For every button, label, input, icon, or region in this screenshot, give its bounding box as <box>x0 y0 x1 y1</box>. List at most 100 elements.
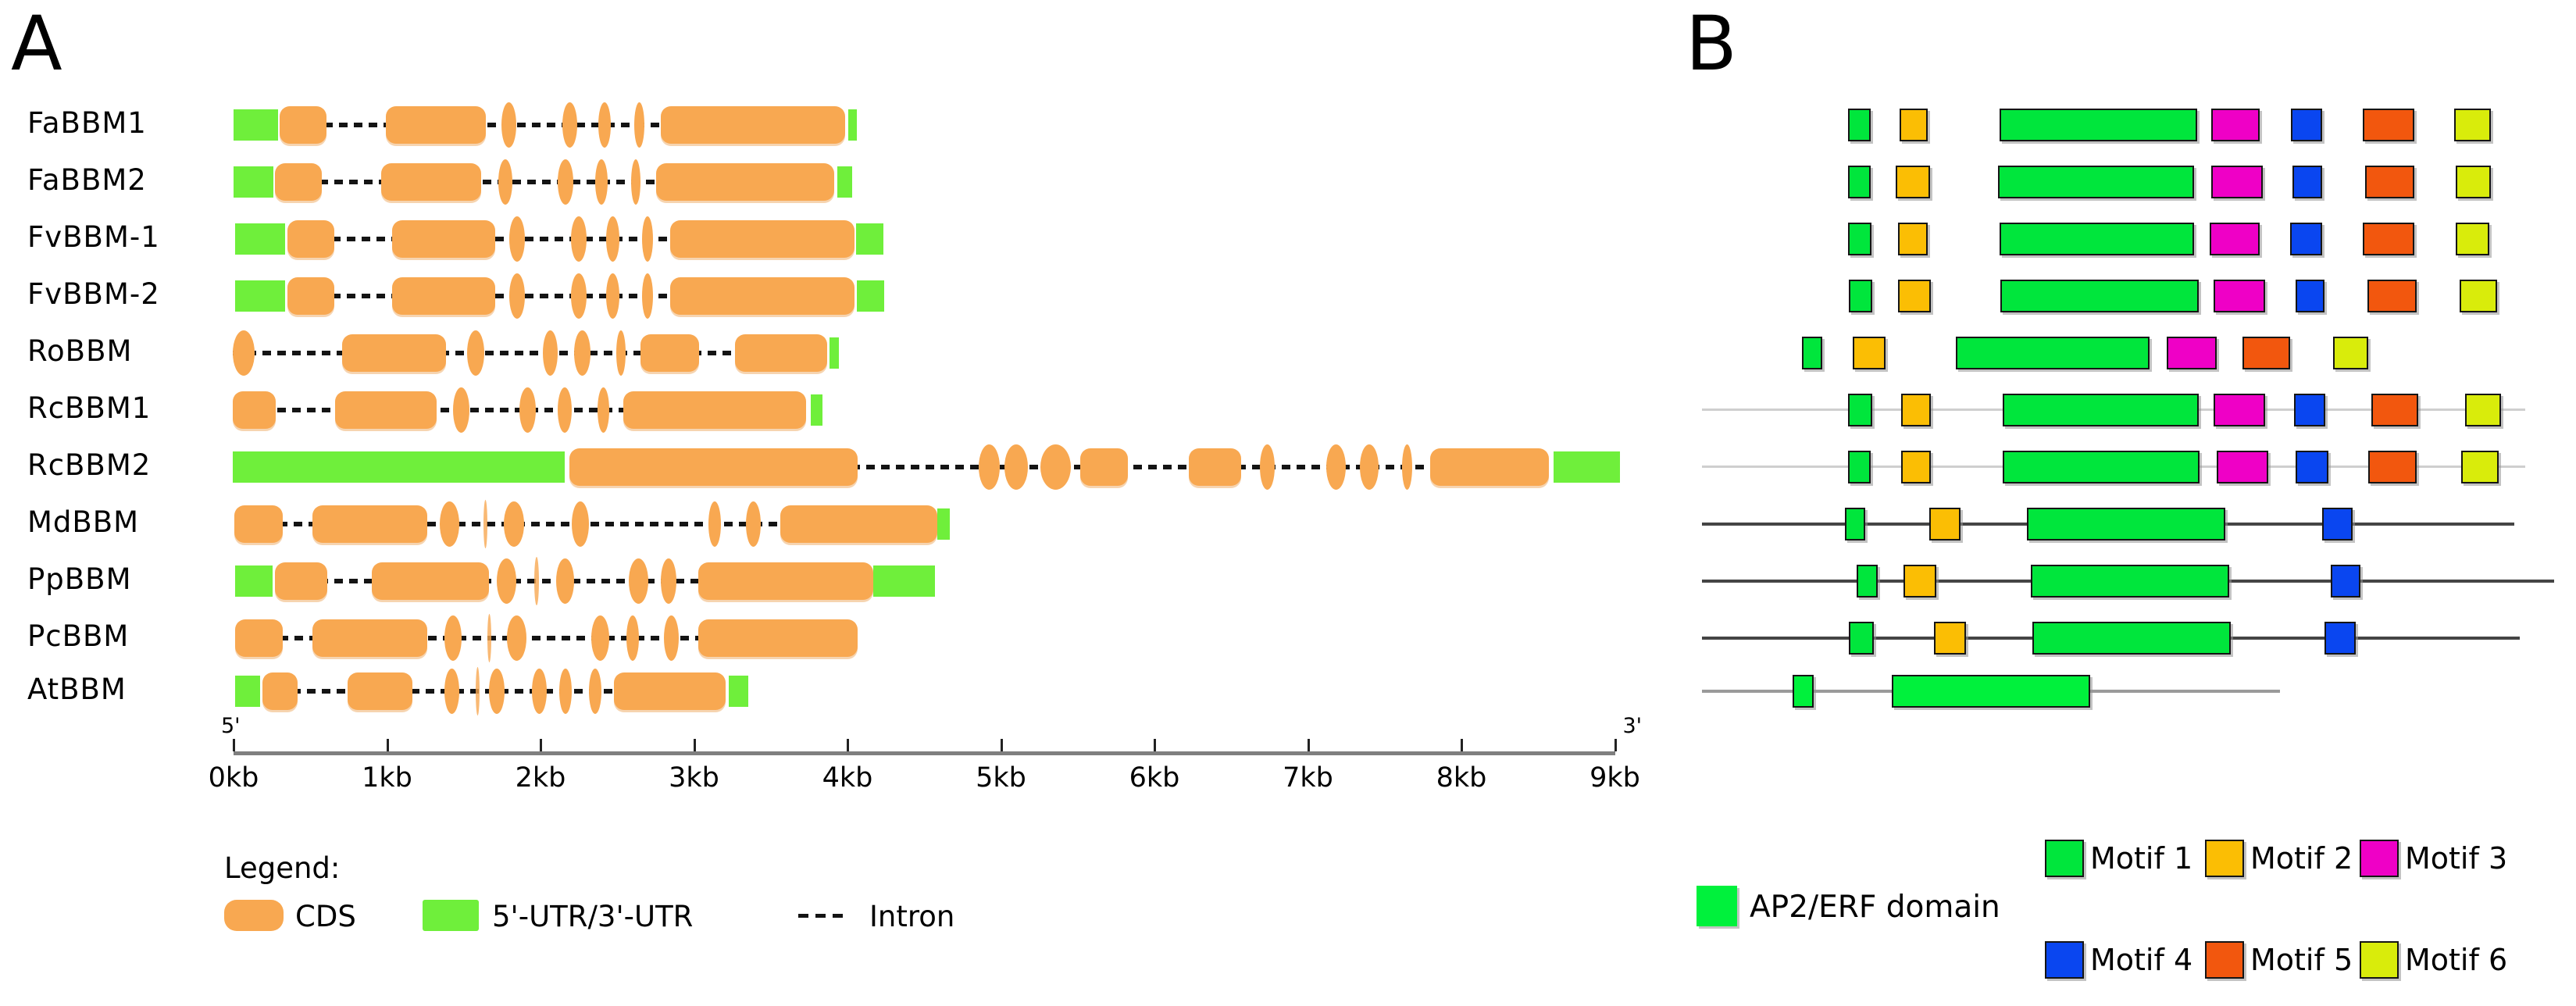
cds-legend-label: CDS <box>295 900 356 933</box>
gene-name-label: RcBBM1 <box>27 391 152 425</box>
exon-segment <box>509 216 525 262</box>
axis-tick-label: 6kb <box>1129 762 1180 794</box>
motif1-swatch <box>2045 840 2084 877</box>
cds-segment <box>392 277 495 315</box>
panel-a-letter: A <box>11 0 62 87</box>
motif6-swatch <box>2360 941 2399 979</box>
motif-box <box>1848 451 1871 483</box>
ap2-domain-box <box>1892 675 2090 708</box>
motif-box <box>2000 223 2194 255</box>
axis-tick <box>386 739 389 751</box>
gene-name-label: RcBBM2 <box>27 448 152 482</box>
intron-dashed-line <box>275 579 873 583</box>
cds-segment <box>234 505 283 543</box>
motif1-label: Motif 1 <box>2090 841 2193 876</box>
axis-tick-label: 9kb <box>1589 762 1640 794</box>
exon-segment <box>1402 444 1412 490</box>
utr-segment <box>234 109 278 141</box>
utr-segment <box>856 223 883 255</box>
motif-box <box>2000 280 2199 312</box>
exon-segment <box>591 615 609 661</box>
motif-box <box>2032 622 2231 655</box>
motif-box <box>1901 394 1931 426</box>
motif-box <box>2331 565 2360 598</box>
motif-box <box>2371 394 2418 426</box>
axis-tick <box>1614 739 1617 751</box>
motif-box <box>2324 622 2356 655</box>
motif-box <box>2167 337 2217 369</box>
motif3-swatch <box>2360 840 2399 877</box>
axis-tick-label: 5kb <box>976 762 1026 794</box>
axis-tick <box>233 739 235 751</box>
utr-segment <box>235 676 260 707</box>
cds-segment <box>348 672 412 710</box>
cds-segment <box>661 106 845 144</box>
gene-name-label: FaBBM2 <box>27 163 147 197</box>
exon-segment <box>634 102 644 148</box>
motif-box <box>1896 166 1930 198</box>
gene-name-label: RoBBM <box>27 334 133 368</box>
exon-segment <box>504 501 524 547</box>
exon-segment <box>534 557 539 605</box>
motif-box <box>2210 223 2260 255</box>
utr-segment <box>857 280 884 312</box>
exon-segment <box>606 273 619 319</box>
cds-segment <box>656 163 834 201</box>
motif-box <box>2461 451 2499 483</box>
cds-segment <box>312 619 427 657</box>
motif-box <box>2211 166 2263 198</box>
gene-name-label: PpBBM <box>27 562 132 596</box>
three-prime-label: 3' <box>1622 714 1643 738</box>
exon-segment <box>629 558 648 604</box>
cds-segment <box>233 391 276 429</box>
motif-box <box>1898 223 1928 255</box>
gene-name-label: MdBBM <box>27 505 140 539</box>
axis-tick-label: 7kb <box>1283 762 1333 794</box>
motif-box <box>2214 280 2265 312</box>
motif-box <box>1901 451 1931 483</box>
exon-segment <box>507 615 526 661</box>
exon-segment <box>453 387 469 433</box>
motif-box <box>2296 280 2324 312</box>
axis-tick-label: 2kb <box>515 762 566 794</box>
cds-segment <box>623 391 806 429</box>
exon-segment <box>746 501 761 547</box>
exon-segment <box>501 102 516 148</box>
utr-segment <box>937 508 950 540</box>
utr-segment <box>848 109 857 141</box>
exon-segment <box>595 159 608 205</box>
motif-box <box>2294 394 2325 426</box>
five-prime-label: 5' <box>221 714 241 738</box>
motif-box <box>1898 280 1931 312</box>
motif-box <box>1929 508 1961 540</box>
cds-segment <box>614 672 726 710</box>
motif-box <box>1900 109 1928 141</box>
gene-name-label: AtBBM <box>27 672 127 706</box>
motif5-label: Motif 5 <box>2250 943 2353 977</box>
exon-segment <box>1040 444 1071 490</box>
exon-segment <box>532 669 547 714</box>
ap2-domain-box <box>1793 675 1814 708</box>
motif-box <box>1849 622 1874 655</box>
cds-segment <box>280 106 326 144</box>
axis-tick <box>1307 739 1310 751</box>
exon-segment <box>558 159 573 205</box>
motif-box <box>2027 508 2225 540</box>
exon-segment <box>708 501 721 547</box>
motif-box <box>2363 223 2414 255</box>
axis-tick-label: 4kb <box>822 762 873 794</box>
utr-segment <box>235 280 285 312</box>
exon-segment <box>616 330 626 376</box>
cds-segment <box>381 163 481 201</box>
cds-segment <box>670 277 855 315</box>
exon-segment <box>487 614 491 662</box>
motif-box <box>2217 451 2268 483</box>
cds-segment <box>640 334 699 372</box>
motif-box <box>2242 337 2290 369</box>
exon-segment <box>444 615 462 661</box>
motif-box <box>1853 337 1886 369</box>
motif-box <box>1956 337 2150 369</box>
utr-segment <box>873 565 935 597</box>
exon-segment <box>489 669 505 714</box>
motif-box <box>2290 223 2322 255</box>
